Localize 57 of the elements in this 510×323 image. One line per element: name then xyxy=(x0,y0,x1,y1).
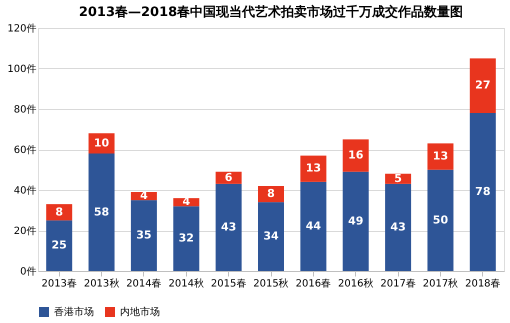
data-label: 6 xyxy=(224,170,233,184)
bar xyxy=(46,220,72,271)
y-tick-label: 40件 xyxy=(14,186,36,196)
bar xyxy=(88,154,115,271)
x-tick-label: 2017秋 xyxy=(422,278,458,290)
bar xyxy=(427,170,454,271)
x-tick-label: 2013春 xyxy=(41,278,77,290)
bar xyxy=(216,184,242,271)
x-tick-label: 2014春 xyxy=(126,278,162,290)
y-tick-label: 120件 xyxy=(7,24,36,34)
y-tick-label: 100件 xyxy=(7,64,36,75)
data-label: 8 xyxy=(55,205,64,218)
y-tick-label: 60件 xyxy=(14,145,36,156)
bar xyxy=(173,206,200,271)
data-label: 13 xyxy=(306,162,322,175)
bar xyxy=(46,204,72,220)
data-label: 58 xyxy=(94,205,110,218)
data-label: 49 xyxy=(348,214,364,228)
data-label: 43 xyxy=(220,220,236,234)
data-label: 5 xyxy=(394,172,402,185)
y-tick-label: 20件 xyxy=(14,226,36,237)
data-label: 16 xyxy=(348,148,364,162)
x-tick-label: 2015春 xyxy=(210,278,246,290)
data-label: 10 xyxy=(94,136,110,150)
data-label: 34 xyxy=(263,230,279,243)
bar xyxy=(300,156,326,182)
y-tick-label: 80件 xyxy=(14,104,36,116)
bar xyxy=(470,113,496,271)
bar xyxy=(258,202,284,271)
data-label: 25 xyxy=(52,238,67,252)
data-label: 35 xyxy=(136,228,152,242)
bar xyxy=(342,139,369,172)
data-label: 78 xyxy=(475,185,490,198)
x-tick-label: 2015秋 xyxy=(253,278,289,290)
data-label: 8 xyxy=(267,187,275,200)
y-tick-label: 0件 xyxy=(20,266,36,278)
bar xyxy=(300,182,326,271)
x-tick-label: 2017春 xyxy=(380,278,416,290)
bar xyxy=(470,58,496,114)
data-label: 27 xyxy=(475,78,490,92)
data-label: 44 xyxy=(306,219,322,232)
bar xyxy=(385,184,412,271)
data-label: 43 xyxy=(390,220,406,234)
bar xyxy=(427,143,454,170)
legend-label: 香港市场 xyxy=(54,306,94,318)
legend-label: 内地市场 xyxy=(120,306,160,318)
x-tick-label: 2014秋 xyxy=(168,278,204,290)
data-label: 50 xyxy=(432,213,448,226)
x-tick-label: 2013秋 xyxy=(84,278,120,290)
x-tick-label: 2018春 xyxy=(465,278,501,290)
x-tick-label: 2016秋 xyxy=(338,278,374,290)
chart-title: 2013春—2018春中国现当代艺术拍卖市场过千万成交作品数量图 xyxy=(78,4,464,20)
data-label: 32 xyxy=(178,232,194,245)
data-label: 13 xyxy=(432,150,448,163)
x-tick-label: 2016春 xyxy=(296,278,332,290)
bar xyxy=(342,172,369,271)
bar xyxy=(130,200,157,271)
